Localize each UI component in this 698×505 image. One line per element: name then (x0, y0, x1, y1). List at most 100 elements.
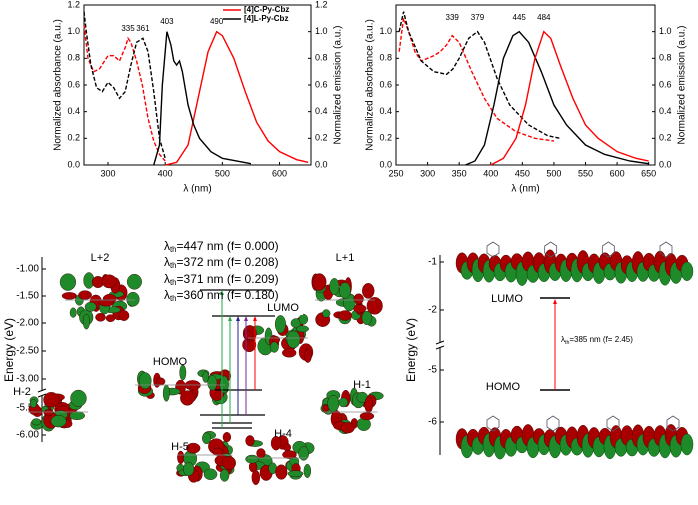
orbital-label: HOMO (486, 381, 521, 393)
orbital-lobe (101, 274, 117, 289)
orbital-lobe (303, 348, 312, 363)
legend-label: [4]L-Py-Cbz (244, 14, 288, 23)
orbital-lobe (680, 433, 694, 456)
lambda: λ (164, 272, 170, 286)
orbital-lobe (118, 310, 130, 321)
orbital-lobe (162, 384, 170, 402)
orbital-lobe (245, 435, 255, 447)
peak-label: 335 (121, 24, 135, 33)
arrow-head (220, 290, 224, 295)
arrow-head (253, 316, 257, 321)
transition-label: λth=360 nm (f= 0.180) (164, 288, 279, 303)
y-tick-label: -1.00 (16, 264, 39, 275)
orbital-lobe (177, 450, 185, 465)
orbital-lobe (222, 456, 236, 471)
peak-label: 339 (446, 13, 460, 22)
x-axis-label: λ (nm) (183, 184, 211, 195)
orbital-label: L+1 (336, 252, 355, 264)
y-tick-label: -5.50 (16, 403, 39, 414)
phenyl-ring (544, 241, 558, 258)
orbital-lobe (298, 446, 310, 461)
lambda: λ (561, 335, 565, 344)
phenyl-ring (666, 415, 680, 432)
orbital-lobe (31, 418, 42, 426)
x-tick-label: 600 (610, 168, 625, 178)
series-line (83, 11, 166, 159)
orbital-lobe (219, 469, 230, 482)
orbital-lobe (303, 463, 312, 478)
orbital-lobe (286, 330, 301, 349)
phenyl-ring (601, 241, 615, 258)
orbital-lobe (274, 315, 286, 334)
y-axis-label: Normalized absorbance (a.u.) (53, 19, 64, 151)
orbital-label: H-2 (13, 386, 31, 398)
y-tick-label: -1.50 (16, 291, 39, 302)
x-tick-label: 400 (483, 168, 498, 178)
orbital-label: L+2 (91, 252, 110, 264)
orbital-lobe (353, 293, 364, 305)
x-tick-label: 250 (388, 168, 403, 178)
lambda: λ (164, 255, 170, 269)
orbital-lobe (329, 278, 340, 295)
y-tick-label: -2.00 (16, 318, 39, 329)
subscript: th (170, 278, 177, 287)
axis-break (37, 388, 47, 398)
orbital-lobe (82, 313, 90, 330)
y-tick-label: 0.2 (379, 133, 392, 143)
orbital-lobe (359, 412, 375, 421)
peak-label: 490 (210, 17, 224, 26)
y2-axis-label: Normalized emission (a.u.) (677, 26, 688, 145)
lambda: λ (164, 239, 170, 253)
y2-tick-label: 0.0 (315, 159, 328, 169)
y2-axis-label: Normalized emission (a.u.) (333, 26, 344, 145)
y2-tick-label: 1.2 (315, 0, 328, 9)
orbital-lobe (353, 304, 367, 313)
series-line (83, 24, 166, 162)
series-line (465, 30, 649, 166)
orbital-lobe (61, 292, 77, 300)
y-tick-label: -2.50 (16, 346, 39, 357)
orbital-lobe (270, 436, 282, 451)
orbital-lobe (70, 389, 87, 407)
orbital-lobe (183, 462, 195, 476)
orbital-lobe (322, 309, 331, 318)
orbital-lobe (43, 392, 60, 408)
peak-label: 403 (160, 17, 174, 26)
orbital-lobe (98, 299, 115, 307)
arrow-head (236, 316, 240, 321)
orbital-lobe (43, 409, 54, 417)
orbital-lobe (338, 310, 352, 321)
phenyl-ring (486, 241, 500, 258)
y2-tick-label: 0.4 (659, 106, 672, 116)
lambda: λ (164, 288, 170, 302)
orbital-lobe (126, 291, 140, 307)
orbital-lobe (680, 261, 694, 281)
orbital-lobe (283, 443, 291, 452)
y-axis-label: Normalized absorbance (a.u.) (365, 19, 376, 151)
peak-label: 379 (471, 13, 485, 22)
y2-tick-label: 0.4 (315, 106, 328, 116)
x-tick-label: 600 (272, 168, 287, 178)
y-tick-label: -3.00 (16, 374, 39, 385)
subscript: th (170, 261, 177, 270)
transition-text: =372 nm (f= 0.208) (177, 255, 279, 269)
orbital-lobe (202, 432, 211, 445)
orbital-lobe (186, 442, 201, 454)
transition-text: =385 nm (f= 2.45) (569, 335, 633, 344)
phenyl-ring (659, 241, 673, 258)
x-tick-label: 350 (452, 168, 467, 178)
arrow-head (244, 316, 248, 321)
plot-frame (83, 4, 312, 166)
y2-tick-label: 0.6 (659, 79, 672, 89)
y2-tick-label: 0.2 (315, 133, 328, 143)
orbital-lobe (180, 390, 195, 406)
transition-text: =360 nm (f= 0.180) (177, 288, 279, 302)
orbital-lobe (361, 310, 373, 325)
y-tick-label: 0.8 (379, 53, 392, 63)
orbital-lobe (364, 396, 374, 414)
y-tick-label: -6 (428, 417, 437, 428)
x-tick-label: 500 (215, 168, 230, 178)
phenyl-ring (606, 415, 620, 432)
orbital-lobe (202, 371, 209, 383)
